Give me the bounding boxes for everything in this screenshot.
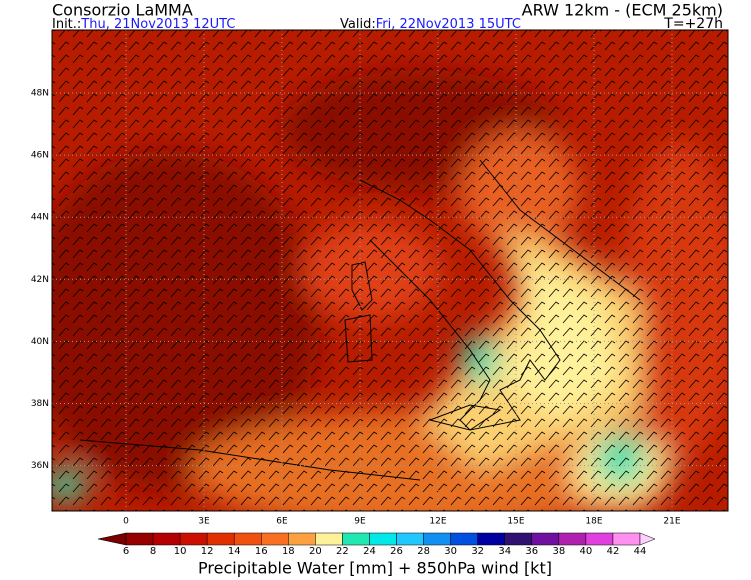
lat-label: 36N: [31, 461, 49, 471]
lon-label: 21E: [663, 517, 680, 527]
colorbar-label: 40: [580, 546, 593, 557]
colorbar-label: 14: [228, 546, 241, 557]
colorbar-label: 18: [282, 546, 295, 557]
lat-label: 46N: [31, 151, 49, 161]
colorbar-box: [504, 532, 533, 546]
colorbar-box: [369, 532, 397, 546]
colorbar-arrow: [639, 532, 656, 546]
colorbar-box: [612, 532, 641, 546]
lon-label: 0: [123, 517, 129, 527]
map-frame: [51, 29, 729, 512]
colorbar-box: [315, 532, 343, 546]
wind-barbs: [52, 30, 728, 511]
coastline-2: [79, 159, 641, 481]
colorbar-label: 10: [174, 546, 187, 557]
map: [52, 30, 728, 511]
lon-label: 6E: [276, 517, 288, 527]
colorbar-box: [423, 532, 451, 546]
lat-label: 40N: [31, 337, 49, 347]
lon-label: 9E: [354, 517, 366, 527]
colorbar-box: [531, 532, 560, 546]
colorbar-box: [206, 532, 235, 546]
colorbar-box: [585, 532, 614, 546]
lon-label: 18E: [585, 517, 602, 527]
valid-value: Fri, 22Nov2013 15UTC: [376, 17, 521, 32]
init-value: Thu, 21Nov2013 12UTC: [80, 17, 235, 32]
colorbar-label: 22: [336, 546, 349, 557]
axis-labels: 48N 46N 44N 42N 40N 38N 36N 0 3E 6E 9E 12E 15E 18E 21E: [31, 89, 681, 527]
colorbar-label: 38: [552, 546, 565, 557]
model: ARW 12km - (ECM 25km): [522, 1, 723, 20]
colorbar-label: 36: [525, 546, 538, 557]
title: Consorzio LaMMA: [52, 1, 193, 20]
valid: Valid:Fri, 22Nov2013 15UTC: [340, 17, 521, 32]
graticule: [52, 30, 728, 511]
colorbar-box: [396, 532, 424, 546]
colorbar-box: [261, 532, 289, 546]
colorbar-box: [342, 532, 370, 546]
lon-label: 12E: [429, 517, 446, 527]
colorbar-label: 26: [390, 546, 403, 557]
colorbar-box: [125, 532, 154, 546]
lead-time: T=+27h: [663, 16, 723, 32]
colorbar-label: 34: [498, 546, 511, 557]
colorbar-label: 24: [363, 546, 376, 557]
lon-label: 3E: [198, 517, 210, 527]
colorbar-label: 44: [634, 546, 647, 557]
lat-label: 42N: [31, 275, 49, 285]
colorbar-box: [477, 532, 505, 546]
colorbar-box: [558, 532, 587, 546]
lat-label: 44N: [31, 213, 49, 223]
valid-label: Valid:: [340, 17, 376, 32]
colorbar-label: 42: [607, 546, 620, 557]
colorbar-label: 12: [201, 546, 214, 557]
colorbar: 6 8 10 12 14 16 18 20 22 24 26 28 30 32 34 36 38 40 42 44: [97, 532, 656, 557]
colorbar-box: [450, 532, 478, 546]
colorbar-label: 30: [444, 546, 457, 557]
lat-label: 48N: [31, 89, 49, 99]
lon-label: 15E: [507, 517, 524, 527]
colorbar-label: 6: [123, 546, 129, 557]
colorbar-box: [233, 532, 262, 546]
colorbar-label: 20: [309, 546, 322, 557]
init-label: Init.:: [52, 17, 81, 32]
colorbar-box: [179, 532, 208, 546]
colorbar-arrow: [97, 532, 127, 546]
colorbar-label: 28: [417, 546, 430, 557]
init: Init.:Thu, 21Nov2013 12UTC: [52, 17, 235, 32]
colorbar-title: Precipitable Water [mm] + 850hPa wind [k…: [198, 559, 552, 578]
islands: [344, 261, 373, 363]
colorbar-label: 32: [471, 546, 484, 557]
colorbar-box: [288, 532, 316, 546]
colorbar-box: [152, 532, 181, 546]
colorbar-label: 16: [255, 546, 268, 557]
coastline: [359, 179, 561, 431]
colorbar-label: 8: [150, 546, 156, 557]
lat-label: 38N: [31, 399, 49, 409]
sicily: [428, 404, 502, 431]
